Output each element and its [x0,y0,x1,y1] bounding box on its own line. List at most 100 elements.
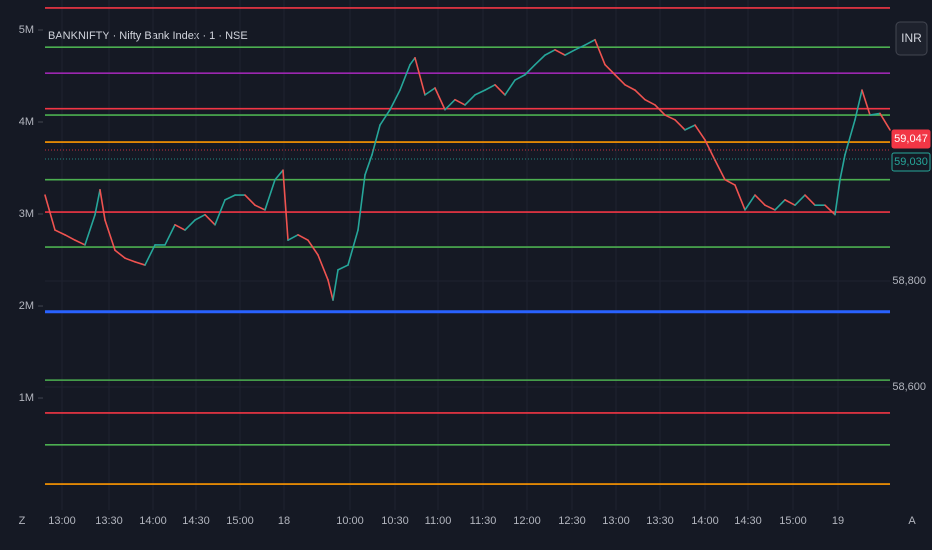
price-segment [317,254,329,281]
x-tick-label: 15:00 [779,515,807,527]
price-segment [114,249,126,259]
x-tick-label: 14:00 [139,515,167,527]
price-segment [544,49,556,56]
y2-tick-label: 1M [19,392,34,404]
price-segment [84,213,96,246]
price-segment [604,63,616,76]
chart-title: BANKNIFTY · Nifty Bank Index · 1 · NSE [48,30,248,42]
price-segment [674,119,686,131]
x-tick-label: 15:00 [226,515,254,527]
price-segment [409,56,416,66]
price-segment [744,194,756,211]
price-segment [774,199,786,211]
x-tick-label: 19 [832,515,844,527]
price-segment [839,154,846,181]
price-segment [174,223,186,231]
price-segment [879,112,891,131]
price-segment [164,223,176,246]
x-tick-label: 12:00 [513,515,541,527]
price-segment [282,169,289,241]
price-segment [464,94,476,106]
price-segment [54,229,66,236]
price-segment [104,219,116,252]
price-segment [357,174,366,231]
price-segment [734,184,746,211]
price-segment [99,188,106,221]
price-segment [214,199,226,226]
y-tick-label: 58,800 [892,275,926,287]
price-segment [634,89,646,101]
price-segment [861,89,871,116]
price-segment [454,98,466,106]
price-segment [524,63,536,76]
x-tick-label: 12:30 [558,515,586,527]
currency-button-label[interactable]: INR [901,31,922,45]
price-segment [714,159,726,181]
price-segment [694,124,706,141]
price-segment [44,194,56,231]
x-tick-label: 10:30 [381,515,409,527]
price-segment [664,114,676,121]
price-segment [554,49,566,56]
price-segment [434,87,446,111]
price-segment [307,239,319,256]
price-segment [854,89,863,121]
price-segment [724,178,736,186]
x-tick-label: 14:30 [182,515,210,527]
x-tick-label: 13:30 [95,515,123,527]
price-segment [379,108,391,126]
price-segment [224,194,236,201]
price-segment [584,38,596,46]
price-segment [287,234,299,241]
price-segment [564,49,576,56]
price-segment [834,178,841,216]
price-segment [254,204,266,211]
y2-tick-label: 4M [19,116,34,128]
price-segment [474,89,486,96]
price-segment [194,213,206,221]
price-segment [124,257,136,263]
price-segment [94,188,101,216]
price-segment [244,194,256,206]
price-label-box [891,152,931,172]
price-segment [347,229,359,266]
price-segment [414,56,426,96]
price-segment [204,213,216,226]
x-tick-label: 13:00 [602,515,630,527]
x-tick-label: 13:00 [48,515,76,527]
currency-button[interactable] [895,21,928,56]
price-segment [804,194,816,206]
price-segment [574,44,586,51]
corner-button[interactable]: A [908,515,916,527]
price-segment [824,204,836,216]
price-segment [794,194,806,206]
price-label-box [891,129,931,149]
price-segment [444,98,456,111]
price-segment [534,54,546,66]
price-segment [494,84,506,96]
price-segment [74,239,86,246]
corner-button[interactable]: Z [19,515,26,527]
price-segment [134,261,146,266]
price-segment [514,73,526,81]
price-segment [644,98,656,106]
y-tick-label: 58,600 [892,381,926,393]
x-tick-label: 14:00 [691,515,719,527]
x-tick-label: 14:30 [734,515,762,527]
price-segment [594,38,606,66]
y2-tick-label: 3M [19,208,34,220]
price-segment [614,73,626,86]
price-segment [869,112,881,116]
price-segment [64,234,76,241]
price-segment [424,87,436,96]
price-segment [399,63,411,91]
price-segment [784,199,796,206]
price-segment [297,234,309,241]
price-segment [389,89,401,111]
x-tick-label: 13:30 [646,515,674,527]
price-segment [504,79,516,96]
price-segment [364,154,373,176]
